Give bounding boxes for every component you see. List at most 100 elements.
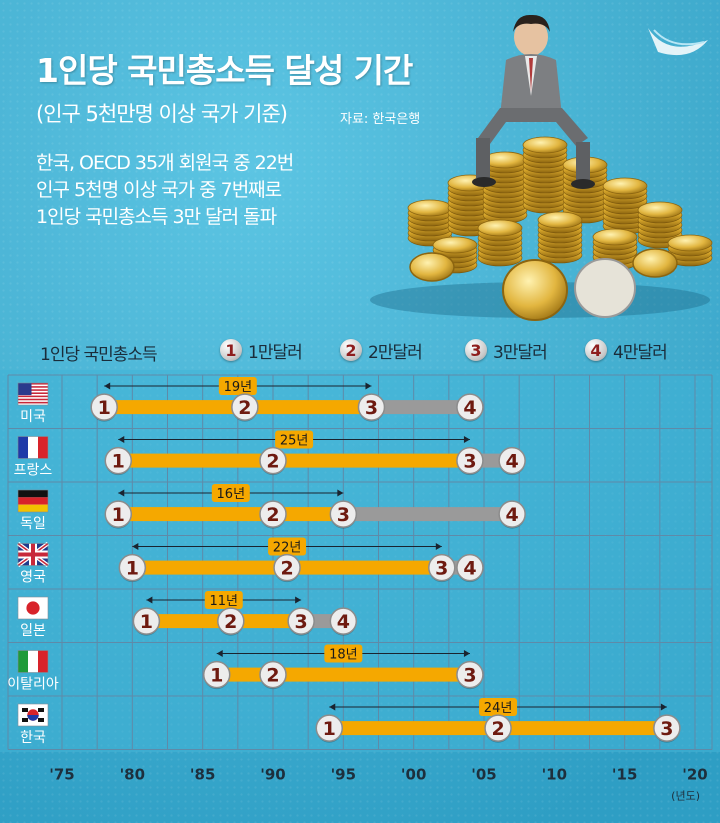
coin-top [432,236,478,254]
span-arrow-head [118,436,125,443]
span-arrow-head [118,489,125,497]
milestone-badge-label: 3 [365,397,378,419]
milestone-badge [484,714,512,742]
description-line: 1인당 국민총소득 3만 달러 돌파 [36,206,277,228]
milestone-badge [217,607,245,635]
span-arrow-head [337,489,344,497]
milestone-badge [498,446,526,475]
milestone-badge [498,500,526,528]
country-name: 프랑스 [14,463,53,479]
milestone-badge-label: 2 [238,397,251,419]
country-name: 미국 [20,409,46,425]
progress-bar-segment-extra [343,507,513,522]
progress-bar-segment-extra [371,400,470,415]
coin-pile-illustration [370,136,713,321]
span-label: 18년 [329,648,358,663]
milestone-badge-label: 2 [266,504,279,526]
page-subtitle: (인구 5천만명 이상 국가 기준) [36,102,288,126]
legend-item-20k: 2 2만달러 [340,338,423,363]
legend-label: 2만달러 [368,342,423,363]
flag-part [38,718,44,722]
coin-top [637,201,683,219]
country-name: 독일 [20,516,46,532]
x-tick-label: '20 [682,766,707,784]
flag-part [18,395,48,398]
legend-badge: 4 [585,339,607,361]
flag-part [18,392,48,394]
span-arrow-head [660,703,667,711]
x-tick-label: '15 [612,766,637,784]
milestone-badge [357,393,386,421]
milestone-badge [456,393,484,421]
flag-part [18,401,48,404]
logo-swoosh-icon [648,28,708,56]
span-label: 11년 [210,594,239,609]
milestone-badge-label: 2 [266,665,279,687]
progress-bar-segment [118,507,344,522]
x-tick-label: '75 [49,766,74,784]
milestone-badge [287,607,315,635]
x-tick-label: '00 [401,766,426,784]
milestone-badge [104,446,133,475]
milestone-badge [132,607,161,635]
coin-top [477,219,523,237]
milestone-badge [231,393,259,421]
milestone-badge [456,446,484,475]
milestone-badge [456,553,484,582]
milestone-badge [259,500,287,528]
milestone-badge-label: 1 [126,558,139,580]
coin-top [522,136,568,154]
coin-top [667,234,713,252]
span-arrow-head [295,596,302,604]
milestone-badge-label: 1 [323,718,336,740]
flag-border [17,543,49,566]
milestone-badge-label: 2 [280,558,293,580]
milestone-badge-label: 3 [337,504,350,526]
legend-title: 1인당 국민총소득 [40,345,158,365]
coin-top [537,211,583,229]
milestone-badge [104,500,133,528]
flag-border [17,596,49,620]
country-name: 영국 [20,570,46,586]
milestone-badge-label: 3 [435,558,448,580]
span-arrow-head [216,650,223,657]
flag-border [17,703,49,727]
span-label-bg [324,644,363,663]
legend-label: 1만달러 [248,342,303,363]
span-arrow-head [104,382,111,390]
x-tick-label: '05 [471,766,496,784]
flag-border [17,489,49,513]
legend-badge: 1 [220,339,242,361]
milestone-badge [653,714,681,742]
x-tick-label: '85 [190,766,215,784]
legend-label: 4만달러 [613,342,668,363]
x-axis-unit: (년도) [671,790,700,803]
milestone-badge [202,660,231,689]
span-label: 25년 [280,434,309,449]
flag-part [18,398,48,401]
milestone-badge [315,714,344,742]
milestone-badge-label: 3 [295,611,308,633]
flag-part [27,715,39,721]
milestone-badge-label: 2 [266,451,279,473]
description-line: 한국, OECD 35개 회원국 중 22번 [36,152,294,174]
span-arrow-head [329,703,336,711]
milestone-badge-label: 3 [463,451,476,473]
flag-border [17,650,49,673]
timeline-chart: '75 '80 '85 '90 '95 '00 '05 '10 '15 '20 (년도) 미국 19년 4… [7,374,713,803]
flag-part [18,490,48,498]
country-name: 일본 [20,623,46,639]
progress-bar-segment [118,453,470,468]
flag-part [18,650,28,673]
flag-part [18,552,48,557]
milestone-badge-label: 4 [463,558,476,580]
milestone-badge-label: 1 [112,451,125,473]
milestone-badge-label: 2 [224,611,237,633]
span-arrow-head [132,543,139,550]
legend-label: 3만달러 [493,342,548,363]
milestone-badge-label: 4 [506,504,519,526]
span-arrow-head [365,382,372,390]
milestone-badge [273,553,301,582]
milestone-badge-label: 4 [337,611,350,633]
description-line: 인구 5천명 이상 국가 중 7번째로 [36,179,282,201]
